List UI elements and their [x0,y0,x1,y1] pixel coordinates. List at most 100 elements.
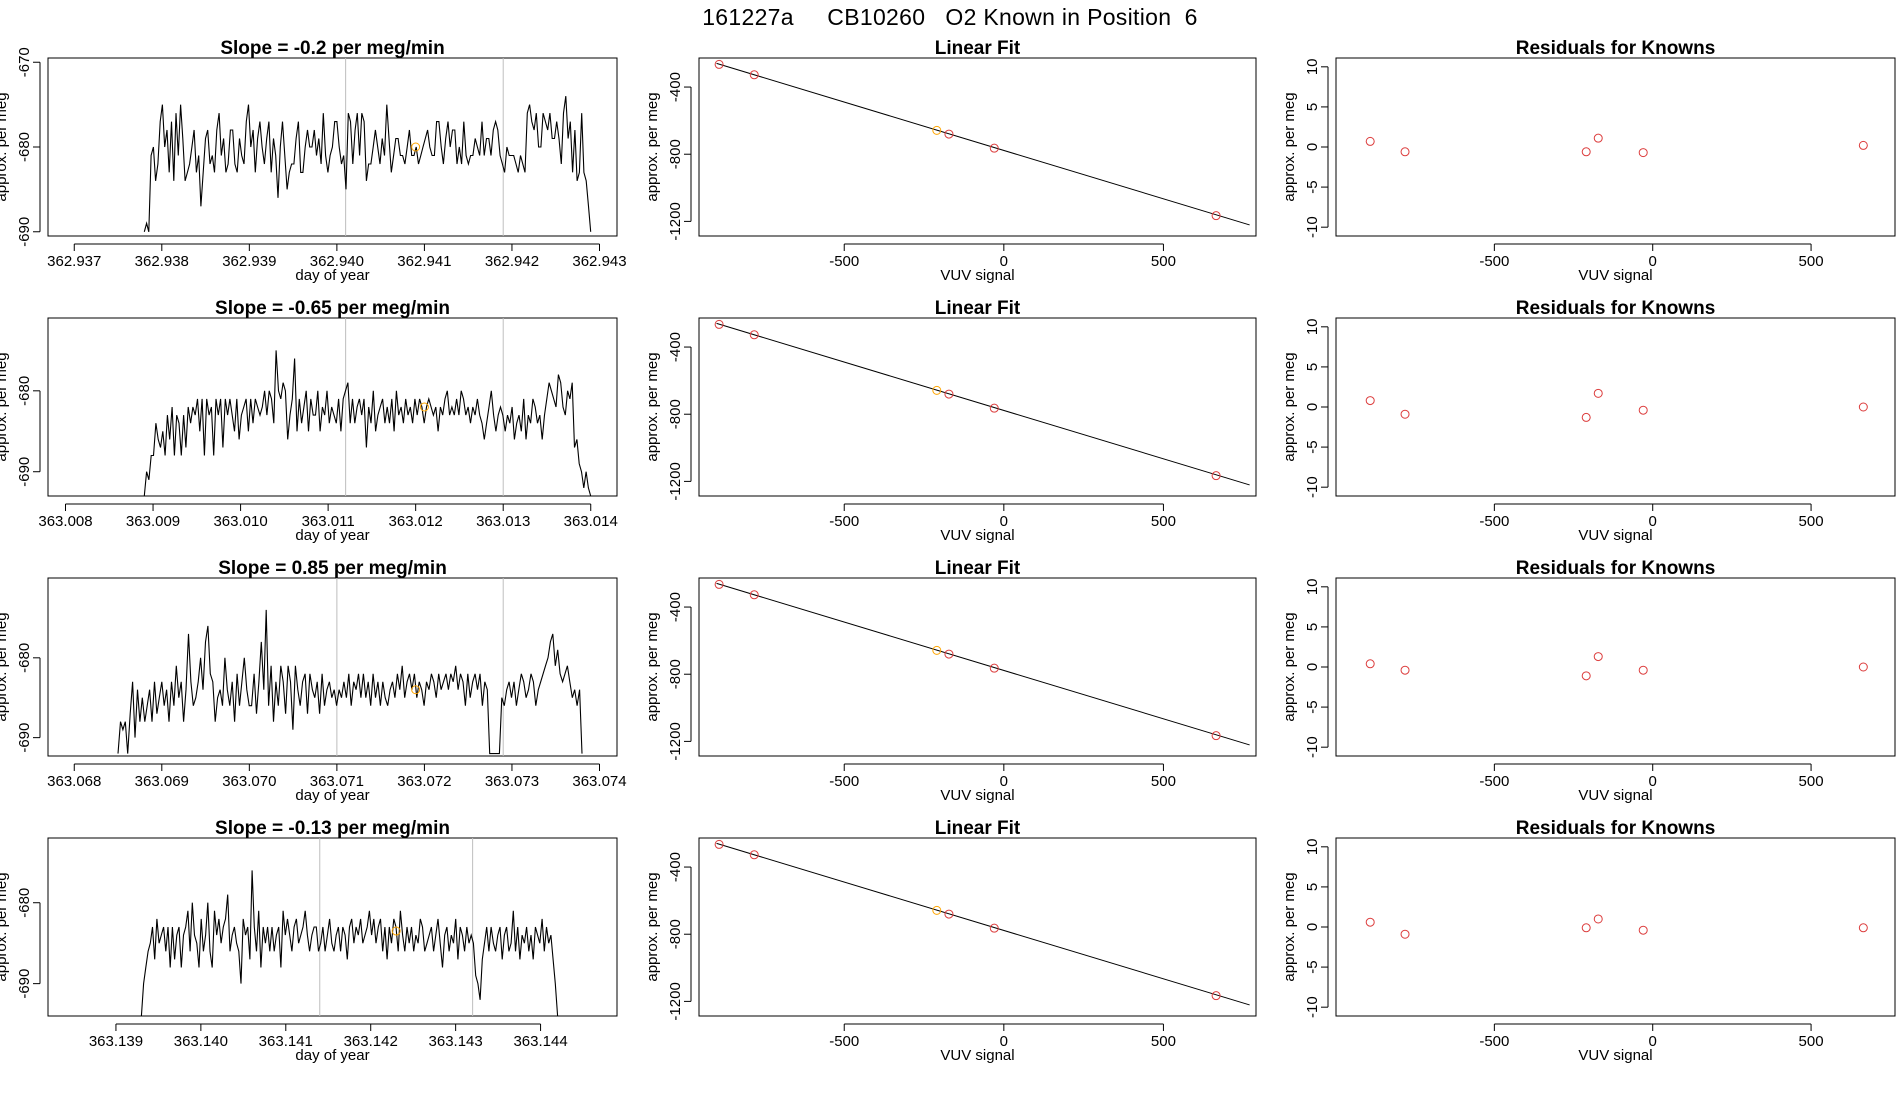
x-tick-label-timeseries-r2: 363.014 [564,513,618,530]
fit-point [714,579,724,589]
time-series-line [140,870,559,1017]
highlight-point [411,685,421,695]
x-tick-label-residuals-r2: 500 [1799,513,1824,530]
residual-point [1365,917,1375,927]
x-tick-label-residuals-r3: 500 [1799,773,1824,790]
residual-point [1858,662,1868,672]
y-tick-label-residuals-r4: -10 [1304,996,1321,1018]
x-tick-label-timeseries-r4: 363.143 [429,1033,483,1050]
plot-frame-residuals-r2 [1335,317,1896,497]
y-tick-label-linearfit-r1: -800 [667,139,684,169]
y-tick-label-residuals-r3: 0 [1304,663,1321,671]
y-tick-label-residuals-r4: 10 [1304,838,1321,855]
x-tick-label-timeseries-r1: 362.941 [397,253,451,270]
y-axis-label-residuals-r1: approx. per meg [1281,92,1298,201]
plot-title-linearfit-r4: Linear Fit [935,818,1021,839]
plot-title-residuals-r1: Residuals for Knowns [1516,38,1716,59]
x-axis-label-residuals-r3: VUV signal [1578,787,1652,804]
x-tick-label-residuals-r1: 0 [1649,253,1657,270]
y-tick-label-residuals-r2: -10 [1304,476,1321,498]
y-tick-label-linearfit-r4: -400 [667,852,684,882]
y-axis-label-timeseries-r4: approx. per meg [0,872,10,981]
x-tick-label-linearfit-r4: 500 [1151,1033,1176,1050]
x-tick-label-timeseries-r1: 362.940 [310,253,364,270]
x-tick-label-timeseries-r3: 363.070 [222,773,276,790]
y-tick-label-residuals-r2: 0 [1304,403,1321,411]
y-tick-label-residuals-r3: -5 [1304,700,1321,713]
x-tick-label-timeseries-r4: 363.140 [174,1033,228,1050]
highlight-point [391,926,401,936]
x-axis-label-timeseries-r3: day of year [295,787,369,804]
x-axis-label-residuals-r1: VUV signal [1578,267,1652,284]
plot-frame-residuals-r3 [1335,577,1896,757]
y-tick-label-linearfit-r4: -800 [667,919,684,949]
residual-point [1858,402,1868,412]
y-axis-label-residuals-r2: approx. per meg [1281,352,1298,461]
fit-point [1211,211,1221,221]
residual-point [1581,671,1591,681]
y-tick-label-linearfit-r2: -1200 [667,462,684,500]
fit-highlight-point [932,385,942,395]
x-axis-label-timeseries-r4: day of year [295,1047,369,1064]
residual-point [1858,140,1868,150]
time-series-line [143,350,592,497]
fit-highlight-point [932,905,942,915]
y-axis-label-timeseries-r3: approx. per meg [0,612,10,721]
y-tick-label-residuals-r1: 0 [1304,143,1321,151]
fit-point [989,143,999,153]
x-tick-label-timeseries-r2: 363.008 [38,513,92,530]
x-tick-label-timeseries-r3: 363.073 [485,773,539,790]
time-series-line [143,96,592,232]
plot-frame-timeseries-r4 [47,837,618,1017]
x-tick-label-linearfit-r4: 0 [1000,1033,1008,1050]
plot-frame-residuals-r1 [1335,57,1896,237]
x-tick-label-timeseries-r1: 362.942 [485,253,539,270]
x-tick-label-residuals-r4: 0 [1649,1033,1657,1050]
y-tick-label-linearfit-r2: -400 [667,332,684,362]
x-tick-label-linearfit-r2: -500 [829,513,859,530]
x-tick-label-timeseries-r3: 363.074 [572,773,626,790]
y-tick-label-linearfit-r3: -400 [667,592,684,622]
y-tick-label-linearfit-r2: -800 [667,399,684,429]
residual-point [1400,409,1410,419]
y-axis-label-timeseries-r2: approx. per meg [0,352,10,461]
fit-line [716,842,1250,1006]
y-tick-label-timeseries-r1: -670 [16,47,33,77]
plot-title-timeseries-r3: Slope = 0.85 per meg/min [218,558,447,579]
x-tick-label-residuals-r3: 0 [1649,773,1657,790]
y-tick-label-residuals-r4: 5 [1304,883,1321,891]
y-tick-label-residuals-r1: 10 [1304,58,1321,75]
fit-line [716,62,1250,226]
residual-point [1400,147,1410,157]
fit-point [944,649,954,659]
x-tick-label-timeseries-r4: 363.139 [89,1033,143,1050]
y-tick-label-residuals-r1: -5 [1304,180,1321,193]
plot-title-timeseries-r2: Slope = -0.65 per meg/min [215,298,450,319]
x-axis-label-linearfit-r4: VUV signal [940,1047,1014,1064]
x-axis-label-linearfit-r1: VUV signal [940,267,1014,284]
plot-frame-linearfit-r4 [698,837,1257,1017]
y-tick-label-residuals-r1: -10 [1304,216,1321,238]
plot-title-linearfit-r2: Linear Fit [935,298,1021,319]
x-tick-label-timeseries-r4: 363.142 [344,1033,398,1050]
x-tick-label-residuals-r1: 500 [1799,253,1824,270]
x-tick-label-timeseries-r4: 363.141 [259,1033,313,1050]
fit-point [944,909,954,919]
fit-point [1211,991,1221,1001]
fit-point [749,70,759,80]
y-axis-label-residuals-r3: approx. per meg [1281,612,1298,721]
fit-point [714,319,724,329]
residual-point [1593,388,1603,398]
y-tick-label-residuals-r2: 10 [1304,318,1321,335]
x-tick-label-linearfit-r3: -500 [829,773,859,790]
y-axis-label-linearfit-r1: approx. per meg [644,92,661,201]
x-tick-label-timeseries-r2: 363.011 [302,513,355,530]
fit-point [944,389,954,399]
y-axis-label-linearfit-r4: approx. per meg [644,872,661,981]
x-tick-label-residuals-r2: 0 [1649,513,1657,530]
x-tick-label-timeseries-r2: 363.009 [126,513,180,530]
plot-title-timeseries-r4: Slope = -0.13 per meg/min [215,818,450,839]
x-tick-label-residuals-r4: -500 [1479,1033,1509,1050]
fit-line [716,322,1250,486]
x-tick-label-linearfit-r4: -500 [829,1033,859,1050]
